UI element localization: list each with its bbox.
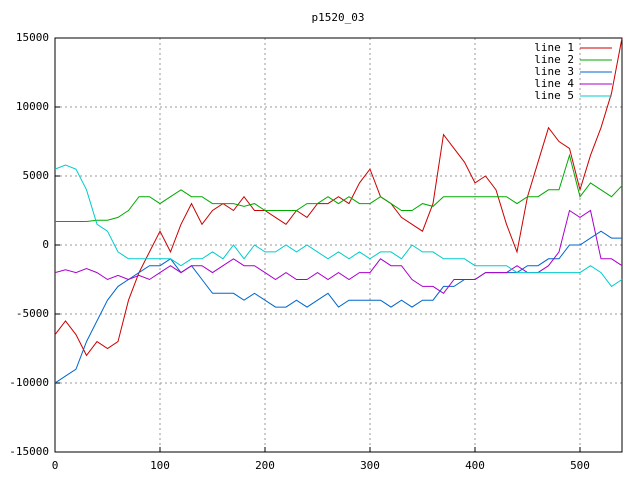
series-line bbox=[55, 153, 623, 222]
legend-label: line 3 bbox=[534, 65, 574, 78]
y-tick-label: 0 bbox=[42, 238, 49, 251]
x-tick-label: 100 bbox=[150, 459, 170, 472]
x-tick-label: 500 bbox=[570, 459, 590, 472]
y-tick-label: -5000 bbox=[16, 307, 49, 320]
series-line bbox=[54, 230, 622, 384]
y-tick-label: 15000 bbox=[16, 31, 49, 44]
x-tick-label: 400 bbox=[465, 459, 485, 472]
y-tick-label: -15000 bbox=[9, 445, 49, 458]
chart-title: p1520_03 bbox=[312, 11, 365, 24]
legend-label: line 1 bbox=[534, 41, 574, 54]
x-tick-label: 0 bbox=[52, 459, 59, 472]
y-tick-label: 5000 bbox=[23, 169, 50, 182]
legend-label: line 5 bbox=[534, 89, 574, 102]
y-tick-label: -10000 bbox=[9, 376, 49, 389]
x-tick-label: 300 bbox=[360, 459, 380, 472]
legend-label: line 4 bbox=[534, 77, 574, 90]
y-tick-label: 10000 bbox=[16, 100, 49, 113]
plot-border bbox=[54, 37, 623, 453]
series-line bbox=[54, 164, 623, 288]
x-tick-label: 200 bbox=[255, 459, 275, 472]
legend-label: line 2 bbox=[534, 53, 574, 66]
